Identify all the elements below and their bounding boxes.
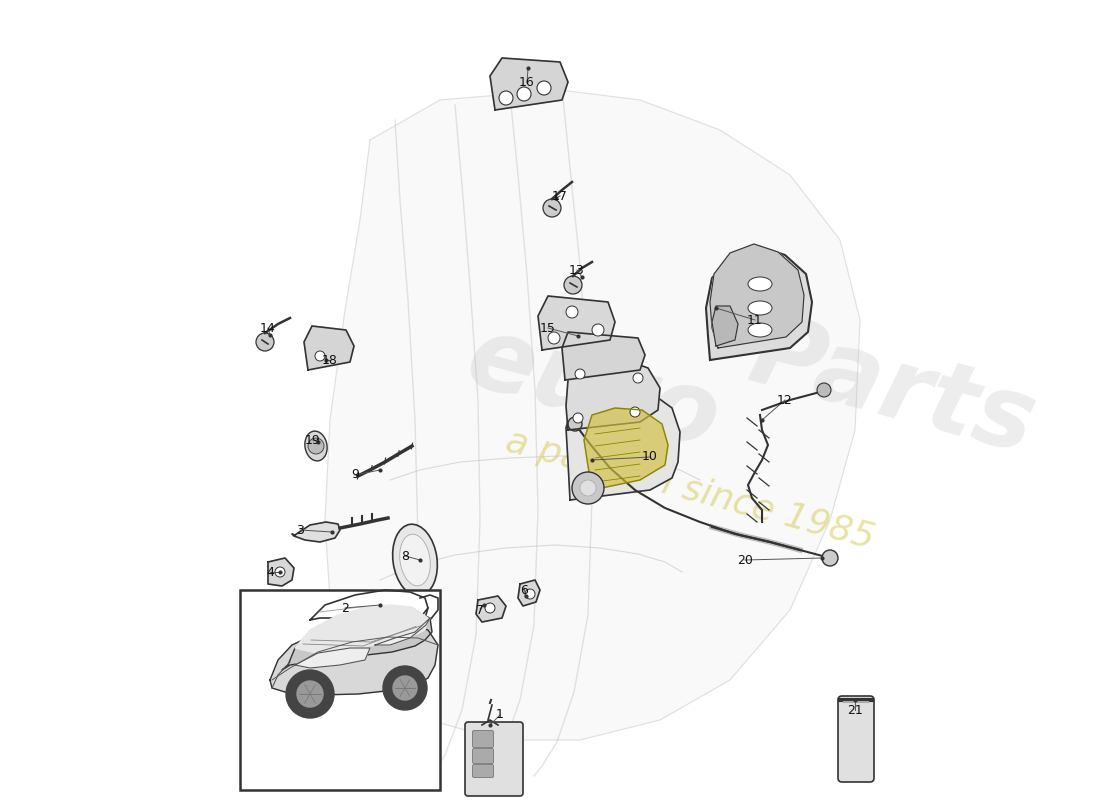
Circle shape [315,351,324,361]
Polygon shape [420,595,438,620]
FancyBboxPatch shape [838,696,875,782]
Text: 11: 11 [747,314,763,326]
Circle shape [499,91,513,105]
Circle shape [548,332,560,344]
Circle shape [822,550,838,566]
Circle shape [286,670,334,718]
Polygon shape [566,385,680,500]
Text: 13: 13 [569,263,585,277]
FancyBboxPatch shape [473,730,494,747]
Polygon shape [310,590,428,622]
Text: 1: 1 [496,709,504,722]
Circle shape [564,276,582,294]
Polygon shape [538,296,615,350]
Ellipse shape [305,431,327,461]
Circle shape [630,407,640,417]
Polygon shape [375,618,430,645]
Text: a passion since 1985: a passion since 1985 [502,424,878,556]
Circle shape [580,480,596,496]
Bar [240,590,440,790]
Polygon shape [712,306,738,346]
Polygon shape [304,326,354,370]
Circle shape [543,199,561,217]
Circle shape [817,383,830,397]
Circle shape [383,666,427,710]
Polygon shape [268,558,294,586]
Polygon shape [562,332,645,380]
Polygon shape [476,596,506,622]
Text: 3: 3 [296,523,304,537]
Circle shape [256,333,274,351]
Circle shape [632,373,644,383]
FancyBboxPatch shape [473,765,494,778]
Text: 21: 21 [847,703,862,717]
Circle shape [485,603,495,613]
Circle shape [592,324,604,336]
Circle shape [393,676,417,700]
Polygon shape [584,408,668,490]
Text: 2: 2 [341,602,349,614]
Polygon shape [706,246,812,360]
Circle shape [517,87,531,101]
Text: Parts: Parts [740,306,1046,474]
Text: 9: 9 [351,469,359,482]
Text: 14: 14 [260,322,276,334]
Text: 16: 16 [519,77,535,90]
Text: 17: 17 [552,190,568,202]
Text: 12: 12 [777,394,793,406]
Ellipse shape [399,534,430,586]
Ellipse shape [393,524,438,596]
Text: 4: 4 [266,566,274,578]
Polygon shape [518,580,540,606]
Polygon shape [710,244,804,348]
Circle shape [275,567,285,577]
Text: 10: 10 [642,450,658,463]
Circle shape [568,417,582,431]
Text: 19: 19 [305,434,321,446]
Text: 8: 8 [402,550,409,562]
Circle shape [525,589,535,599]
Circle shape [566,306,578,318]
Text: 15: 15 [540,322,556,334]
Circle shape [308,438,324,454]
Ellipse shape [748,323,772,337]
Text: 20: 20 [737,554,752,566]
Polygon shape [282,608,432,670]
Ellipse shape [748,301,772,315]
Circle shape [297,681,323,707]
Text: 7: 7 [476,603,484,617]
Polygon shape [292,522,340,542]
Polygon shape [566,358,660,430]
Text: 18: 18 [322,354,338,366]
Polygon shape [295,648,370,668]
FancyBboxPatch shape [465,722,522,796]
Polygon shape [295,605,428,653]
Polygon shape [324,90,860,740]
Text: 6: 6 [520,583,528,597]
Text: euro: euro [456,310,730,470]
Ellipse shape [748,277,772,291]
Circle shape [575,369,585,379]
Circle shape [573,413,583,423]
Polygon shape [490,58,568,110]
FancyBboxPatch shape [473,749,494,763]
Polygon shape [270,622,438,695]
Circle shape [537,81,551,95]
Circle shape [572,472,604,504]
